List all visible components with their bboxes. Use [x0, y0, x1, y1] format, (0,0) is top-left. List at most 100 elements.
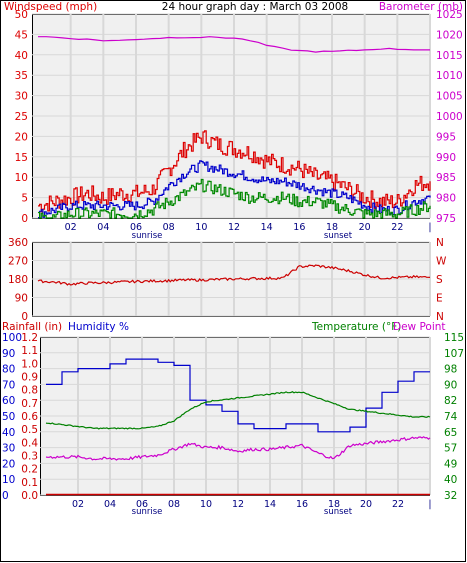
hour-tick-label: 02	[65, 222, 77, 233]
windspeed-tick-label: 50	[15, 9, 28, 21]
windspeed-tick-label: 30	[15, 91, 28, 103]
hour-tick-label: 12	[228, 222, 240, 233]
wind-gust-line	[38, 130, 431, 213]
barometer-tick-label: 980	[436, 193, 456, 205]
hour-tick-label: 20	[360, 499, 372, 510]
rainfall-axis-title: Rainfall (in)	[2, 321, 62, 333]
windspeed-tick-label: 15	[15, 152, 28, 164]
windspeed-tick-label: 45	[15, 29, 28, 41]
wind-low-line	[38, 178, 431, 219]
barometer-tick-label: 1000	[436, 111, 463, 123]
hour-tick-label: 16	[296, 499, 308, 510]
barometer-tick-label: 995	[436, 131, 456, 143]
windspeed-tick-label: 20	[15, 131, 28, 143]
humidity-tick-label: 50	[2, 411, 15, 423]
humidity-tick-label: 80	[2, 364, 15, 376]
humidity-tick-label: 70	[2, 379, 15, 391]
rainfall-tick-label: 0.6	[21, 411, 38, 423]
barometer-tick-label: 985	[436, 172, 456, 184]
degree-tick-label: 270	[8, 256, 28, 268]
compass-tick-label: N	[436, 237, 444, 249]
hour-tick-label: 10	[195, 222, 207, 233]
temperature-tick-label: 107	[444, 348, 464, 360]
hour-tick-label: 22	[391, 222, 403, 233]
rainfall-tick-label: 0.3	[21, 451, 38, 463]
wind-average-line	[38, 160, 431, 219]
dew-point-line	[45, 436, 431, 461]
temperature-tick-label: 74	[444, 411, 458, 423]
barometer-line	[38, 36, 430, 53]
degree-tick-label: 0	[21, 311, 28, 323]
hour-tick-label: 08	[163, 222, 175, 233]
windspeed-axis-title: Windspeed (mph)	[4, 1, 97, 13]
windspeed-tick-label: 5	[21, 193, 28, 205]
hour-tick-label: 04	[97, 222, 109, 233]
rainfall-tick-label: 1.2	[21, 332, 38, 344]
humidity-temperature-series	[45, 358, 431, 496]
rainfall-axis-ticks: 1.21.11.0 0.90.80.70.60.50.4 0.30.20.10.0	[21, 332, 38, 502]
humidity-tick-label: 40	[2, 427, 15, 439]
panel3-x-axis-ticks: 02 04 06 08 10 12 14 16 18 20 22 |	[72, 499, 432, 510]
humidity-tick-label: 90	[2, 348, 15, 360]
compass-tick-label: W	[436, 256, 447, 268]
temperature-tick-label: 90	[444, 379, 457, 391]
degree-tick-label: 90	[15, 293, 28, 305]
humidity-tick-label: 60	[2, 395, 15, 407]
hour-tick-label: 22	[392, 499, 404, 510]
hour-tick-label: 14	[261, 222, 273, 233]
hour-tick-label: 06	[136, 499, 148, 510]
windspeed-tick-label: 0	[21, 213, 28, 225]
hour-tick-label: 04	[104, 499, 116, 510]
hour-tick-label: 08	[168, 499, 180, 510]
barometer-tick-label: 1010	[436, 70, 463, 82]
panel1-x-axis-ticks: 02 04 06 08 10 12 14 16 18 20 22 |	[65, 222, 432, 233]
windspeed-tick-label: 10	[15, 172, 28, 184]
humidity-axis-title: Humidity %	[68, 321, 129, 333]
hour-tick-label: 18	[328, 499, 340, 510]
chart-title: 24 hour graph day : March 03 2008	[162, 1, 348, 13]
rainfall-tick-label: 0.5	[21, 424, 38, 436]
compass-tick-label: N	[436, 311, 444, 323]
hour-tick-label: |	[428, 499, 431, 510]
temperature-axis-ticks: 115 107 98 90 82 74 65 57 49 40 32	[444, 332, 464, 502]
humidity-tick-label: 30	[2, 443, 15, 455]
hour-tick-label: |	[428, 222, 431, 233]
compass-tick-label: E	[436, 293, 443, 305]
dew-point-axis-title: Dew Point	[393, 321, 446, 333]
rainfall-tick-label: 0.4	[21, 437, 38, 449]
hour-tick-label: 06	[130, 222, 142, 233]
barometer-tick-label: 1020	[436, 29, 463, 41]
wind-direction-degree-ticks: 360 270 180 90 0	[8, 237, 28, 323]
hour-tick-label: 12	[232, 499, 244, 510]
rainfall-tick-label: 0.9	[21, 372, 38, 384]
wind-direction-series	[37, 264, 431, 286]
hour-tick-label: 20	[359, 222, 371, 233]
temperature-tick-label: 40	[444, 474, 457, 486]
barometer-tick-label: 990	[436, 152, 456, 164]
windspeed-tick-label: 35	[15, 70, 28, 82]
temperature-tick-label: 65	[444, 427, 457, 439]
barometer-axis-ticks: 1025 1020 1015 1010 1005 1000 995 990 985 980 975	[436, 9, 463, 225]
sunrise-marker-panel1: sunrise	[132, 231, 163, 241]
temperature-tick-label: 57	[444, 443, 457, 455]
rainfall-tick-label: 0.2	[21, 464, 38, 476]
temperature-axis-title: Temperature (°F)	[311, 321, 401, 333]
windspeed-tick-label: 25	[15, 111, 28, 123]
rainfall-tick-label: 1.0	[21, 358, 38, 370]
temperature-line	[45, 391, 431, 430]
barometer-tick-label: 1025	[436, 9, 463, 21]
hour-tick-label: 16	[293, 222, 305, 233]
temperature-tick-label: 49	[444, 458, 457, 470]
rainfall-tick-label: 1.1	[21, 345, 38, 357]
wind-barometer-series	[38, 36, 431, 219]
sunset-marker-panel1: sunset	[324, 231, 353, 241]
sunrise-marker-panel3: sunrise	[132, 507, 163, 517]
rainfall-tick-label: 0.1	[21, 477, 38, 489]
temperature-tick-label: 82	[444, 395, 457, 407]
hour-tick-label: 02	[72, 499, 84, 510]
hour-tick-label: 14	[264, 499, 276, 510]
